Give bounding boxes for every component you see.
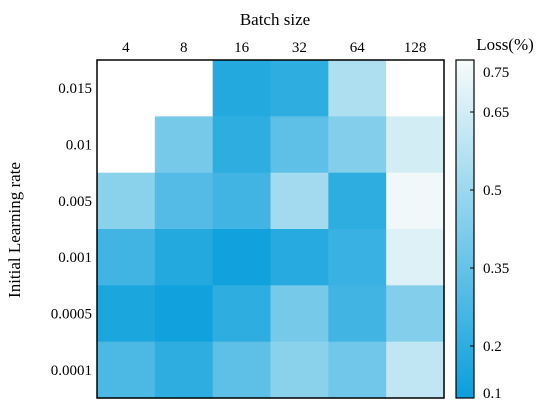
x-tick-label: 16 — [234, 40, 250, 56]
x-tick-label: 64 — [350, 40, 366, 56]
y-axis-label: Initial Learning rate — [5, 162, 24, 298]
colorbar-tick-label: 0.35 — [483, 261, 509, 277]
y-tick-label: 0.015 — [58, 81, 92, 97]
x-tick-label: 128 — [404, 40, 427, 56]
heatmap-cell — [270, 229, 329, 286]
colorbar-tick-label: 0.5 — [483, 183, 502, 199]
heatmap-cell — [270, 341, 329, 399]
colorbar-tick-label: 0.75 — [483, 65, 509, 81]
colorbar-tick-label: 0.1 — [483, 386, 502, 402]
heatmap-cell — [154, 341, 214, 399]
heatmap-cell — [270, 172, 329, 230]
heatmap-cell — [154, 172, 214, 230]
heatmap-cell — [97, 116, 156, 174]
heatmap-cell — [212, 172, 272, 230]
x-tick-label: 32 — [292, 40, 307, 56]
heatmap-cell — [97, 60, 156, 117]
heatmap-cell — [270, 285, 329, 343]
heatmap-cell — [97, 172, 156, 230]
heatmap-cell — [328, 229, 387, 286]
heatmap-cell — [154, 229, 214, 286]
heatmap-cell — [328, 60, 387, 117]
y-tick-label: 0.01 — [66, 138, 92, 154]
colorbar-tick-label: 0.2 — [483, 339, 502, 355]
heatmap-cell — [212, 285, 272, 343]
heatmap-cell — [386, 172, 445, 230]
y-tick-labels: 0.015 0.01 0.005 0.001 0.0005 0.0001 — [51, 81, 92, 379]
x-tick-label: 4 — [122, 40, 130, 56]
heatmap-cell — [270, 116, 329, 174]
y-tick-label: 0.001 — [58, 250, 92, 266]
x-axis-label: Batch size — [240, 10, 310, 29]
heatmap-cell — [97, 341, 156, 399]
heatmap-cell — [386, 285, 445, 343]
colorbar-ticks: 0.75 0.65 0.5 0.35 0.2 0.1 — [470, 59, 509, 402]
heatmap-cell — [154, 116, 214, 174]
x-tick-labels: 4 8 16 32 64 128 — [122, 40, 426, 56]
heatmap-cell — [212, 229, 272, 286]
heatmap-cell — [97, 229, 156, 286]
heatmap-cell — [328, 116, 387, 174]
heatmap-cell — [212, 341, 272, 399]
heatmap-cell — [386, 229, 445, 286]
heatmap-cell — [328, 172, 387, 230]
heatmap-cell — [386, 60, 445, 117]
heatmap-cell — [386, 116, 445, 174]
heatmap-cell — [328, 285, 387, 343]
y-tick-label: 0.005 — [58, 194, 92, 210]
heatmap-cell — [270, 60, 329, 117]
heatmap-cell — [154, 60, 214, 117]
x-tick-label: 8 — [180, 40, 188, 56]
y-tick-label: 0.0005 — [51, 307, 92, 323]
y-tick-label: 0.0001 — [51, 363, 92, 379]
heatmap-cell — [154, 285, 214, 343]
heatmap-cells — [97, 60, 445, 399]
heatmap-cell — [328, 341, 387, 399]
heatmap-cell — [212, 60, 272, 117]
heatmap-cell — [386, 341, 445, 399]
colorbar-tick-label: 0.65 — [483, 105, 509, 121]
heatmap-cell — [212, 116, 272, 174]
plot-frame — [96, 59, 445, 399]
colorbar-label: Loss(%) — [476, 35, 534, 54]
heatmap-cell — [97, 285, 156, 343]
colorbar — [455, 59, 475, 399]
